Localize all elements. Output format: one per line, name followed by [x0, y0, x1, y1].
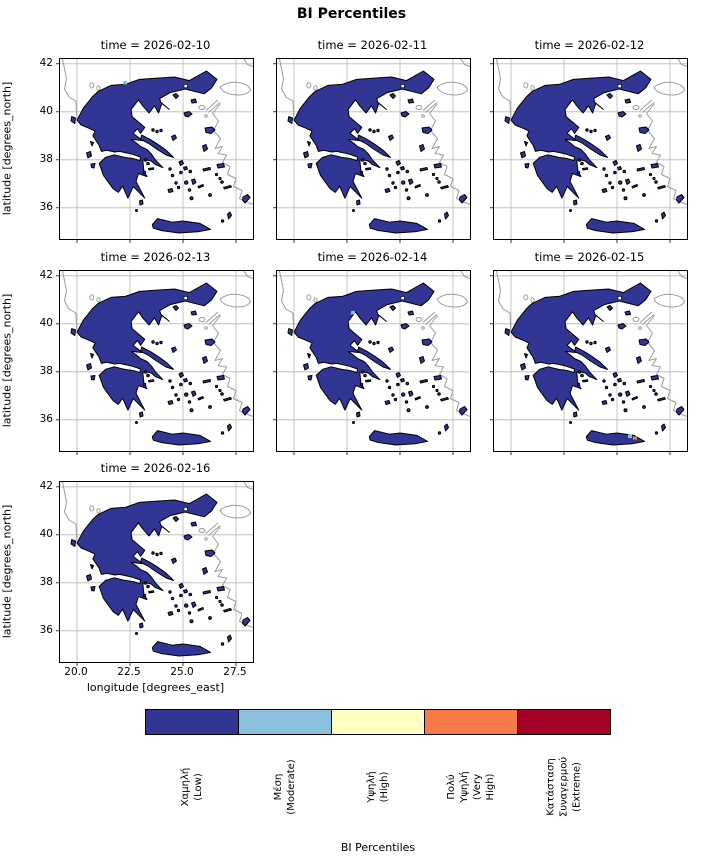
facet-plot-4: time = 2026-02-13 42 40 38 36 latitude […	[1, 250, 254, 456]
greece-map	[55, 481, 254, 667]
y-tick-label: 40	[39, 104, 53, 117]
facet-plot-3: time = 2026-02-12	[489, 38, 688, 244]
y-tick-label: 38	[39, 152, 53, 165]
colorbar-category-label: Πολύ Υψηλή (Very High)	[446, 771, 497, 803]
x-axis-ticks: 20.0 22.5 25.0 27.5	[59, 666, 252, 679]
map-canvas	[489, 58, 688, 244]
map-canvas	[272, 270, 471, 456]
colorbar-segment-high	[332, 710, 425, 734]
colorbar-category-label: Χαμηλή (Low)	[179, 767, 204, 807]
colorbar-axis-label: BI Percentiles	[340, 841, 416, 854]
greece-map	[55, 58, 254, 244]
y-tick-label: 42	[39, 56, 53, 69]
facet-plot-1: time = 2026-02-10 42 40 38 36 latitude […	[1, 38, 254, 244]
y-tick-label: 42	[39, 268, 53, 281]
colorbar-label-cell: Υψηλή (High)	[331, 737, 424, 837]
colorbar	[145, 709, 611, 735]
y-axis-label-text: latitude [degrees_north]	[0, 81, 14, 215]
map-canvas	[272, 58, 471, 244]
colorbar-category-label: Κατάσταση Συναγερμού (Extreme)	[545, 756, 583, 818]
x-tick-label: 27.5	[223, 666, 247, 678]
x-tick-label: 20.0	[64, 666, 88, 678]
greece-map	[489, 270, 688, 456]
y-axis-label: latitude [degrees_north]	[0, 270, 15, 450]
facet-plot-7: time = 2026-02-16 42 40 38 36 latitude […	[1, 461, 254, 694]
facet-plot-5: time = 2026-02-14	[272, 250, 471, 456]
colorbar-segment-very-high	[425, 710, 518, 734]
y-tick-label: 40	[39, 316, 53, 329]
colorbar-category-label: Υψηλή (High)	[366, 771, 390, 803]
facet-title: time = 2026-02-16	[100, 461, 211, 475]
map-canvas	[55, 270, 254, 456]
facet-title: time = 2026-02-13	[100, 250, 211, 264]
x-axis-label: longitude [degrees_east]	[86, 681, 225, 694]
y-tick-label: 36	[39, 412, 53, 425]
map-canvas	[55, 481, 254, 667]
y-axis-ticks: 42 40 38 36	[21, 268, 53, 450]
colorbar-segment-extreme	[518, 710, 610, 734]
figure-title: BI Percentiles	[296, 6, 407, 22]
y-axis-ticks: 42 40 38 36	[21, 479, 53, 661]
colorbar-label-cell: Πολύ Υψηλή (Very High)	[425, 737, 518, 837]
y-tick-label: 38	[39, 575, 53, 588]
y-tick-label: 40	[39, 527, 53, 540]
facet-title: time = 2026-02-11	[317, 38, 428, 52]
y-axis-ticks: 42 40 38 36	[21, 56, 53, 238]
colorbar-category-label: Μέση (Moderate)	[272, 759, 297, 815]
greece-map	[272, 270, 471, 456]
y-axis-label-text: latitude [degrees_north]	[0, 293, 14, 427]
y-axis-label: latitude [degrees_north]	[0, 481, 15, 661]
greece-map	[489, 58, 688, 244]
greece-map	[272, 58, 471, 244]
facet-title: time = 2026-02-12	[534, 38, 645, 52]
colorbar-label-cell: Κατάσταση Συναγερμού (Extreme)	[518, 737, 611, 837]
y-tick-label: 36	[39, 200, 53, 213]
facet-title: time = 2026-02-15	[534, 250, 645, 264]
colorbar-label-cell: Μέση (Moderate)	[238, 737, 331, 837]
colorbar-tick-labels: Χαμηλή (Low) Μέση (Moderate) Υψηλή (High…	[145, 737, 611, 837]
x-tick-label: 22.5	[117, 666, 141, 678]
colorbar-label-cell: Χαμηλή (Low)	[145, 737, 238, 837]
y-tick-label: 36	[39, 623, 53, 636]
greece-map	[55, 270, 254, 456]
facet-plot-2: time = 2026-02-11	[272, 38, 471, 244]
x-tick-label: 25.0	[170, 666, 194, 678]
colorbar-segment-low	[146, 710, 239, 734]
colorbar-segment-moderate	[239, 710, 332, 734]
y-tick-label: 42	[39, 479, 53, 492]
map-canvas	[489, 270, 688, 456]
y-axis-label: latitude [degrees_north]	[0, 58, 15, 238]
facet-title: time = 2026-02-10	[100, 38, 211, 52]
map-canvas	[55, 58, 254, 244]
facet-plot-6: time = 2026-02-15	[489, 250, 688, 456]
facet-title: time = 2026-02-14	[317, 250, 428, 264]
y-tick-label: 38	[39, 364, 53, 377]
y-axis-label-text: latitude [degrees_north]	[0, 504, 14, 638]
